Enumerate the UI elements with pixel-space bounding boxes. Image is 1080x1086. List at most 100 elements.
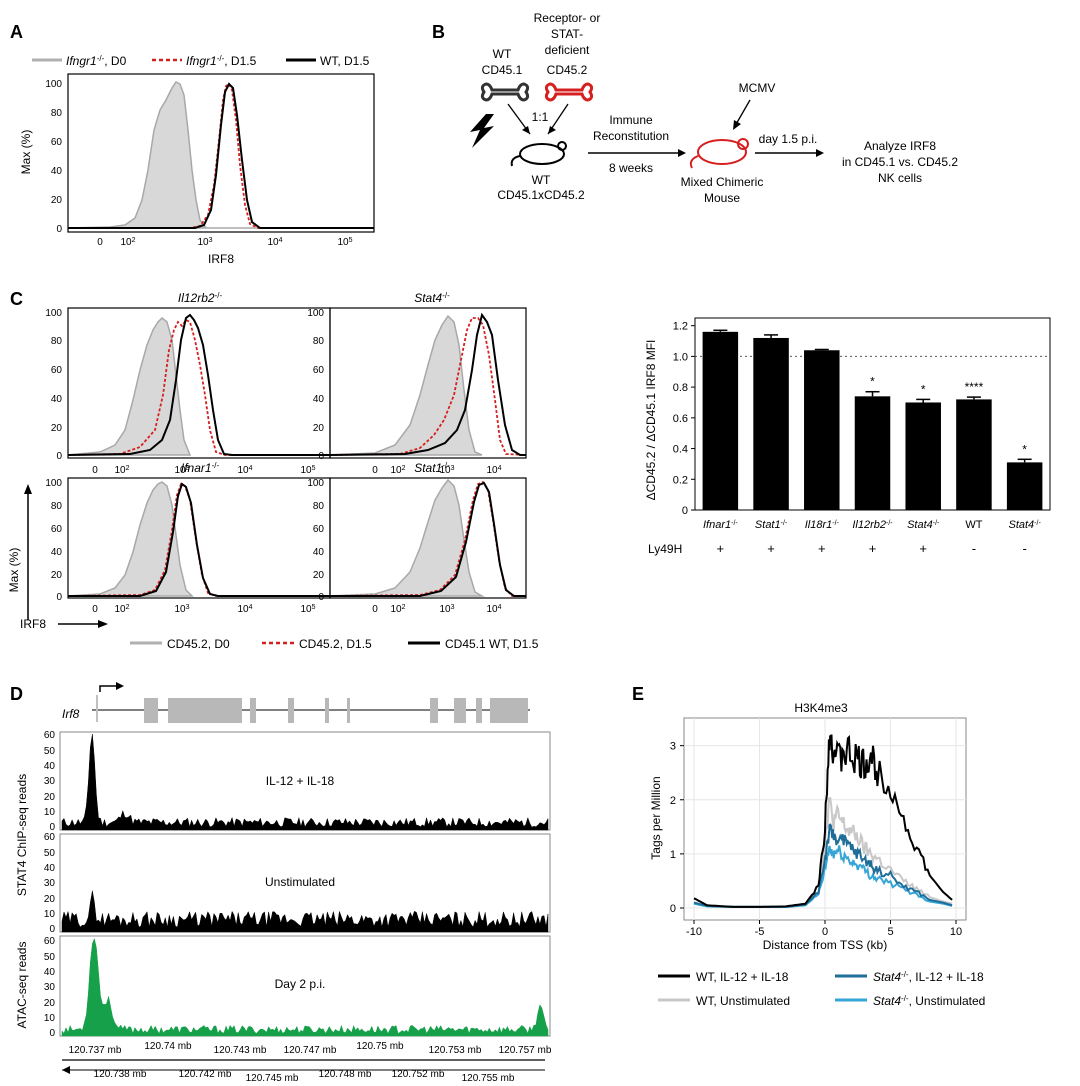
svg-text:STAT-: STAT- [551,27,583,41]
bar-category-label: WT [965,519,982,531]
svg-text:40: 40 [51,394,63,405]
bar-ytick-label: 0.4 [673,444,688,456]
svg-text:30: 30 [44,776,56,787]
track2-label: Unstimulated [265,875,335,889]
panel-a-xlabel: IRF8 [208,252,234,266]
svg-text:40: 40 [313,394,325,405]
svg-text:40: 40 [44,761,56,772]
svg-text:120.74 mb: 120.74 mb [144,1041,192,1052]
svg-text:20: 20 [51,195,63,206]
panel-e-xlabel: Distance from TSS (kb) [763,938,887,952]
svg-text:20: 20 [44,894,56,905]
svg-text:105: 105 [337,237,352,249]
svg-text:60: 60 [313,365,325,376]
svg-text:CD45.1: CD45.1 [482,63,523,77]
svg-text:Mixed Chimeric: Mixed Chimeric [681,175,764,189]
panel-b-schematic: WT CD45.1 Receptor- or STAT- deficient C… [470,11,958,205]
svg-text:120.752 mb: 120.752 mb [392,1069,445,1080]
bar [702,331,739,510]
svg-text:120.748 mb: 120.748 mb [319,1069,372,1080]
svg-text:0: 0 [56,592,62,603]
bar-category-label: Il12rb2-/- [852,519,893,531]
ytick-label: 2 [670,795,676,807]
svg-text:60: 60 [44,730,56,741]
xtick-label: 10 [950,926,962,938]
ytick-label: 1 [670,849,676,861]
bar [1006,462,1043,510]
svg-text:Ifngr1-/-, D0: Ifngr1-/-, D0 [66,54,127,69]
bar-chart-ylabel: ΔCD45.2 / ΔCD45.1 IRF8 MFI [644,340,658,501]
panel-c-ylabel: Max (%) [7,548,21,593]
xtick-label: 0 [822,926,828,938]
svg-text:120.747 mb: 120.747 mb [284,1045,337,1056]
svg-text:Reconstitution: Reconstitution [593,129,669,143]
svg-text:100: 100 [307,308,324,319]
svg-text:1:1: 1:1 [532,110,549,124]
panel-label-c: C [10,289,23,309]
panel-e-line-chart: -10 -5 0 5 10 0 1 2 3 [670,717,967,938]
svg-text:60: 60 [51,524,63,535]
panel-a-legend: Ifngr1-/-, D0 Ifngr1-/-, D1.5 WT, D1.5 [32,54,370,69]
svg-text:100: 100 [45,308,62,319]
svg-text:CD45.1xCD45.2: CD45.1xCD45.2 [497,188,585,202]
significance-marker: **** [965,380,984,394]
svg-text:80: 80 [313,501,325,512]
xtick-label: 5 [887,926,893,938]
ly49h-value: + [717,541,725,556]
bar-ytick-label: 0.8 [673,382,688,394]
panel-c-legend: CD45.2, D0 CD45.2, D1.5 CD45.1 WT, D1.5 [130,637,539,651]
ly49h-value: + [767,541,775,556]
svg-text:100: 100 [45,478,62,489]
svg-text:102: 102 [390,465,405,477]
bar [804,350,840,510]
svg-text:10: 10 [44,807,56,818]
bar-ytick-label: 0.2 [673,474,688,486]
svg-text:Stat4-/-, Unstimulated: Stat4-/-, Unstimulated [873,994,985,1009]
svg-text:0: 0 [49,924,55,935]
svg-text:120.737 mb: 120.737 mb [69,1045,122,1056]
panel-c-yticks-bottom: 0 20 40 60 80 100 0 20 40 60 80 100 [45,478,324,603]
bar-category-label: Stat1-/- [755,519,788,531]
svg-text:104: 104 [267,237,282,249]
xtick-label: -10 [686,926,702,938]
svg-text:0: 0 [372,604,378,615]
panel-a-ylabel: Max (%) [19,130,33,175]
svg-text:0: 0 [56,224,62,235]
svg-text:103: 103 [439,465,454,477]
svg-text:20: 20 [51,570,63,581]
mouse-chimera-icon [689,138,749,169]
svg-text:0: 0 [318,592,324,603]
panel-a-yticks: 0 20 40 60 80 100 [45,79,62,235]
svg-text:Immune: Immune [609,113,653,127]
legend-gene-a1: Ifngr1 [66,54,97,68]
svg-text:Stat4-/-, IL-12 + IL-18: Stat4-/-, IL-12 + IL-18 [873,970,984,985]
legend-gene-a2: Ifngr1 [186,54,217,68]
svg-text:120.757 mb: 120.757 mb [499,1045,552,1056]
ly49h-value: - [1022,541,1026,556]
svg-text:120.742 mb: 120.742 mb [179,1069,232,1080]
svg-text:20: 20 [44,998,56,1009]
svg-text:102: 102 [120,237,135,249]
svg-text:CD45.2: CD45.2 [547,63,588,77]
panel-label-a: A [10,22,23,42]
svg-text:80: 80 [51,108,63,119]
panel-e-ylabel: Tags per Million [649,776,663,859]
ytick-label: 0 [670,903,676,915]
bar-category-label: Stat4-/- [907,519,940,531]
significance-marker: * [870,375,875,389]
hist-title-stat4: Stat4-/- [414,291,450,306]
svg-text:0: 0 [49,822,55,833]
chip-ylabel: STAT4 ChIP-seq reads [15,774,29,896]
hist-a-d0 [67,81,374,229]
svg-text:WT, IL-12 + IL-18: WT, IL-12 + IL-18 [696,970,789,984]
atac-track-day2 [61,937,549,1037]
svg-text:104: 104 [237,604,252,616]
svg-text:8 weeks: 8 weeks [609,161,653,175]
bar [956,399,992,510]
svg-text:WT: WT [532,173,551,187]
ytick-label: 3 [670,741,676,753]
hist-title-il12rb2: Il12rb2-/- [178,291,223,306]
bar-ytick-label: 1.2 [673,321,688,333]
svg-text:20: 20 [44,792,56,803]
